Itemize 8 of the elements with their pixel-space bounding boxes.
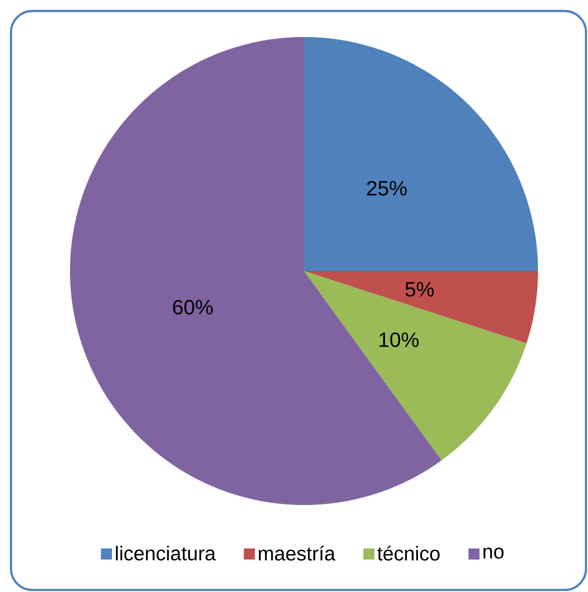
data-label: 60%	[173, 300, 213, 314]
data-label: 25%	[367, 180, 407, 196]
data-label: 5%	[405, 282, 434, 297]
legend-label: licenciatura	[116, 546, 216, 560]
legend-label: no	[483, 548, 504, 559]
legend-label: técnico	[377, 546, 440, 561]
data-label: 10%	[380, 332, 419, 348]
legend-label: maestría	[258, 546, 336, 561]
